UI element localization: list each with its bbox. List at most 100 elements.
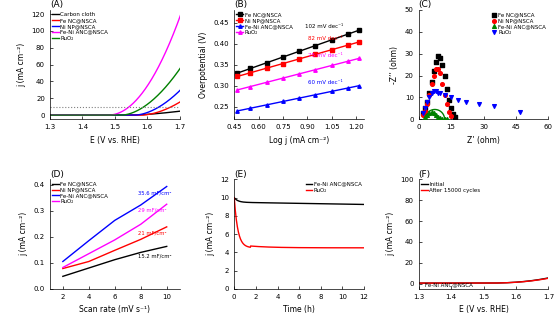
Y-axis label: j (mA cm⁻²): j (mA cm⁻²)	[386, 212, 394, 256]
Ni NP@NSCA	[444, 109, 453, 114]
Fe NC@NSCA	[432, 60, 440, 65]
Fe NC@NSCA	[112, 113, 119, 117]
Ni NP@NSCA	[179, 86, 186, 90]
Line: RuO₂: RuO₂	[63, 204, 167, 268]
Fe-Ni ANC@NSCA	[358, 203, 365, 207]
RuO₂	[425, 95, 434, 100]
Fe-Ni ANC@NSCA	[59, 260, 66, 264]
RuO₂	[312, 68, 319, 72]
Fe-Ni ANC@NSCA	[280, 100, 286, 104]
RuO₂	[59, 266, 66, 270]
RuO₂	[293, 246, 299, 250]
Ni NP@NSCA	[329, 48, 335, 52]
Fe-Ni ANC@NSCA	[356, 84, 362, 88]
RuO₂	[356, 56, 362, 60]
RuO₂	[120, 113, 127, 117]
Fe NC@NSCA	[420, 106, 429, 111]
RuO₂	[434, 90, 443, 96]
Fe NC@NSCA	[163, 244, 170, 248]
Text: 15.2 mF/cm²: 15.2 mF/cm²	[138, 254, 172, 259]
RuO₂	[418, 110, 427, 116]
Ni NP@NSCA	[137, 237, 144, 241]
RuO₂	[47, 113, 53, 117]
Fe-Ni ANC@NSCA	[420, 115, 429, 120]
Text: (F): (F)	[419, 170, 431, 179]
Fe NC@NSCA	[451, 115, 460, 120]
Fe NC@NSCA	[312, 43, 319, 47]
Line: Fe NC@NSCA: Fe NC@NSCA	[236, 29, 361, 75]
Carbon cloth	[120, 113, 127, 117]
Fe-Ni ANC@NSCA	[425, 110, 434, 116]
Text: (B): (B)	[234, 0, 248, 9]
Fe-Ni ANC@NSCA	[263, 103, 270, 107]
RuO₂	[137, 222, 144, 226]
Ni NP@NSCA	[112, 113, 119, 117]
Carbon cloth	[183, 109, 189, 113]
After 15000 cycles	[527, 279, 534, 283]
RuO₂	[475, 101, 484, 107]
Fe-Ni ANC@NSCA	[158, 59, 165, 63]
Line: After 15000 cycles: After 15000 cycles	[419, 277, 554, 283]
RuO₂	[453, 97, 462, 102]
RuO₂	[345, 59, 351, 63]
Fe NC@NSCA	[425, 90, 434, 96]
Fe NC@NSCA	[436, 55, 445, 61]
RuO₂	[263, 80, 270, 84]
Fe-Ni ANC@NSCA	[440, 117, 449, 122]
Ni NP@NSCA	[163, 225, 170, 229]
Text: (A): (A)	[50, 0, 63, 9]
Y-axis label: j (mA cm⁻²): j (mA cm⁻²)	[19, 212, 28, 256]
Fe NC@NSCA	[247, 66, 254, 70]
RuO₂	[111, 238, 118, 242]
Fe-Ni ANC@NSCA	[361, 203, 367, 207]
Ni NP@NSCA	[47, 113, 53, 117]
Fe NC@NSCA	[438, 62, 447, 67]
RuO₂	[163, 202, 170, 206]
Text: 102 mV dec⁻¹: 102 mV dec⁻¹	[305, 24, 343, 29]
Fe-Ni ANC@NSCA	[127, 103, 134, 107]
Line: Fe-Ni ANC@NSCA: Fe-Ni ANC@NSCA	[236, 84, 361, 113]
Fe NC@NSCA	[434, 53, 443, 58]
Y-axis label: j (mA cm⁻²): j (mA cm⁻²)	[206, 212, 215, 256]
RuO₂	[462, 99, 471, 105]
Fe NC@NSCA	[444, 97, 453, 102]
After 15000 cycles	[481, 281, 488, 285]
Initial	[548, 275, 554, 279]
Fe-Ni ANC@NSCA	[329, 89, 335, 93]
Fe-Ni ANC@NSCA	[137, 203, 144, 207]
Ni NP@NSCA	[234, 74, 241, 78]
Initial	[489, 281, 496, 285]
Fe NC@NSCA	[179, 98, 186, 102]
X-axis label: Scan rate (mV s⁻¹): Scan rate (mV s⁻¹)	[79, 305, 150, 314]
X-axis label: Log j (mA cm⁻²): Log j (mA cm⁻²)	[269, 136, 329, 145]
After 15000 cycles	[480, 281, 487, 285]
Line: Carbon cloth: Carbon cloth	[50, 111, 186, 115]
Ni NP@NSCA	[438, 82, 447, 87]
Line: RuO₂: RuO₂	[50, 59, 186, 115]
Initial	[527, 279, 534, 283]
Ni NP@NSCA	[447, 114, 455, 119]
Ni NP@NSCA	[345, 43, 351, 47]
Carbon cloth	[111, 113, 118, 117]
After 15000 cycles	[552, 275, 554, 279]
Fe NC@NSCA	[234, 71, 241, 75]
Fe-Ni ANC@NSCA	[231, 196, 238, 200]
RuO₂	[234, 88, 241, 92]
Carbon cloth	[47, 113, 53, 117]
Fe-Ni ANC@NSCA	[247, 106, 254, 110]
Fe-Ni ANC@NSCA	[345, 86, 351, 90]
Legend: Fe-Ni ANC@NSCA, RuO₂: Fe-Ni ANC@NSCA, RuO₂	[305, 181, 363, 194]
After 15000 cycles	[548, 276, 554, 280]
Line: Fe NC@NSCA: Fe NC@NSCA	[63, 246, 167, 276]
Fe NC@NSCA	[423, 99, 432, 105]
Ni NP@NSCA	[120, 113, 127, 117]
RuO₂	[423, 99, 432, 105]
Carbon cloth	[179, 109, 186, 113]
RuO₂	[358, 246, 365, 250]
Fe NC@NSCA	[329, 38, 335, 42]
Fe NC@NSCA	[59, 274, 66, 278]
Legend: Initial, After 15000 cycles: Initial, After 15000 cycles	[420, 181, 481, 194]
RuO₂	[127, 111, 134, 115]
Fe NC@NSCA	[137, 250, 144, 254]
RuO₂	[247, 85, 254, 89]
